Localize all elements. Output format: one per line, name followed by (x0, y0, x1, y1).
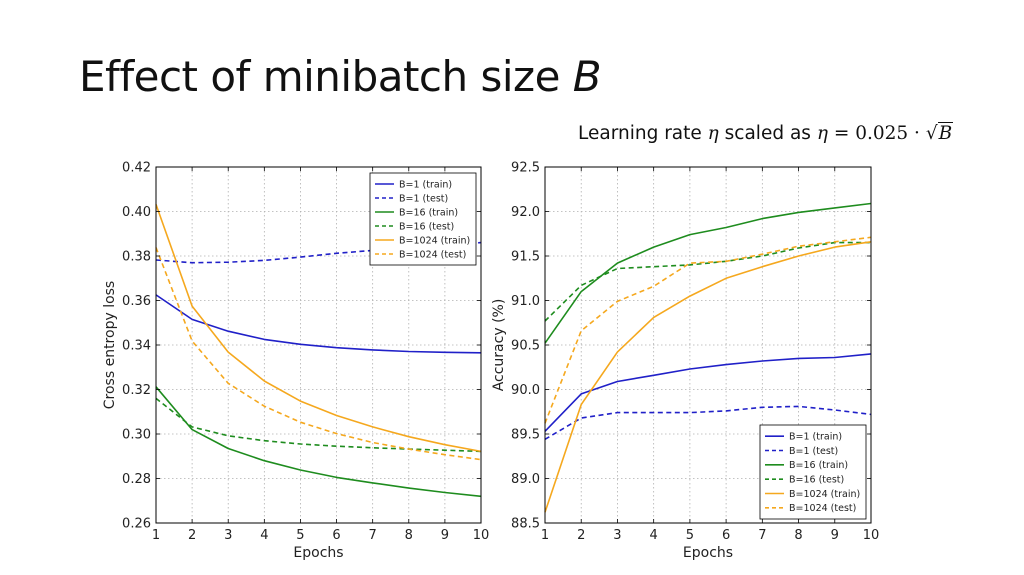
x-tick-label: 4 (650, 528, 658, 543)
accuracy-chart: 1 2 3 4 5 6 7 8 9 10 88.5 89.0 89.5 90.0 90.5 91.0 91.5 9… (491, 161, 879, 562)
legend: B=1 (train) B=1 (test) B=16 (train) B=16 (t… (369, 172, 477, 266)
legend-label: B=1 (test) (789, 446, 838, 457)
series-line-B1024-train (155, 204, 482, 453)
x-tick-label: 3 (224, 528, 232, 543)
x-tick-label: 5 (296, 528, 304, 543)
title-variable: B (572, 52, 602, 101)
x-tick-label: 1 (152, 528, 160, 543)
series-line-B1024-test (544, 236, 872, 424)
x-tick-label: 9 (441, 528, 449, 543)
x-tick-label: 5 (686, 528, 694, 543)
y-tick-label: 0.34 (122, 339, 151, 354)
series-line-B16-train (155, 386, 482, 498)
series-line-B16-test (544, 241, 871, 322)
title-text: Effect of minibatch size (79, 52, 560, 101)
legend-label: B=1024 (train) (399, 235, 470, 246)
series-line-B16-train (544, 202, 872, 344)
legend-label: B=16 (train) (399, 207, 458, 218)
loss-chart: 1 2 3 4 5 6 7 8 9 10 0.26 0.28 0.30 0.32 0.34 0.36 0.38 0… (102, 161, 489, 562)
y-tick-label: 92.0 (511, 205, 540, 220)
x-tick-label: 7 (369, 528, 377, 543)
subtitle-eta-2: η (816, 123, 828, 144)
legend-label: B=1024 (test) (399, 249, 466, 260)
x-tick-label: 9 (831, 528, 839, 543)
subtitle-pre: Learning rate (578, 123, 702, 144)
x-tick-label: 3 (613, 528, 621, 543)
sqrt-symbol: √ (925, 123, 938, 144)
x-tick-label: 10 (473, 528, 490, 543)
x-axis-label: Epochs (683, 545, 733, 561)
x-tick-label: 1 (541, 528, 549, 543)
y-tick-label: 0.36 (122, 294, 151, 309)
y-tick-label: 89.0 (511, 472, 540, 487)
x-tick-label: 7 (758, 528, 766, 543)
x-tick-label: 4 (260, 528, 268, 543)
series-line-B1-test (544, 405, 872, 440)
legend-label: B=1024 (train) (789, 489, 860, 500)
y-tick-label: 0.30 (122, 428, 151, 443)
y-axis-label: Accuracy (%) (491, 299, 507, 392)
x-tick-label: 6 (332, 528, 340, 543)
y-tick-label: 92.5 (511, 161, 540, 176)
legend-label: B=16 (test) (399, 221, 454, 232)
subtitle-equation: = 0.025 · (833, 123, 920, 144)
legend-label: B=1024 (test) (789, 503, 856, 514)
y-tick-label: 91.5 (511, 250, 540, 265)
x-tick-label: 8 (794, 528, 802, 543)
legend-box (369, 172, 477, 266)
y-tick-label: 0.26 (122, 517, 151, 532)
y-tick-label: 88.5 (511, 517, 540, 532)
legend-label: B=1 (test) (399, 193, 448, 204)
y-tick-label: 89.5 (511, 428, 540, 443)
x-tick-label: 6 (722, 528, 730, 543)
series-line-B16-test (155, 397, 482, 453)
series-line-B1-train (544, 353, 872, 432)
legend-box (759, 424, 867, 520)
y-tick-label: 0.40 (122, 205, 151, 220)
slide-subtitle: Learning rate η scaled as η = 0.025 · √B (578, 122, 954, 144)
y-tick-label: 90.5 (511, 339, 540, 354)
y-tick-label: 0.32 (122, 383, 151, 398)
legend-label: B=1 (train) (399, 179, 452, 190)
series-line-B1-train (155, 294, 482, 354)
legend-label: B=16 (train) (789, 460, 848, 471)
y-axis-label: Cross entropy loss (102, 281, 118, 409)
y-tick-label: 0.28 (122, 472, 151, 487)
series-line-B1024-test (155, 247, 482, 461)
series-line-B1024-train (544, 241, 872, 513)
sqrt-radicand: B (937, 122, 954, 144)
legend: B=1 (train) B=1 (test) B=16 (train) B=16 (t… (759, 424, 867, 520)
sqrt-expression: √B (925, 122, 954, 144)
x-tick-label: 8 (405, 528, 413, 543)
slide-title: Effect of minibatch size B (79, 52, 602, 101)
subtitle-mid: scaled as (724, 123, 811, 144)
legend-label: B=1 (train) (789, 431, 842, 442)
y-tick-label: 91.0 (511, 294, 540, 309)
subtitle-eta: η (707, 123, 719, 144)
legend-label: B=16 (test) (789, 474, 844, 485)
x-tick-label: 10 (863, 528, 880, 543)
series-line-B1-test (155, 241, 482, 264)
x-tick-label: 2 (188, 528, 196, 543)
y-tick-label: 90.0 (511, 383, 540, 398)
x-axis-label: Epochs (293, 545, 343, 561)
x-tick-label: 2 (577, 528, 585, 543)
y-tick-label: 0.38 (122, 250, 151, 265)
y-tick-label: 0.42 (122, 161, 151, 176)
